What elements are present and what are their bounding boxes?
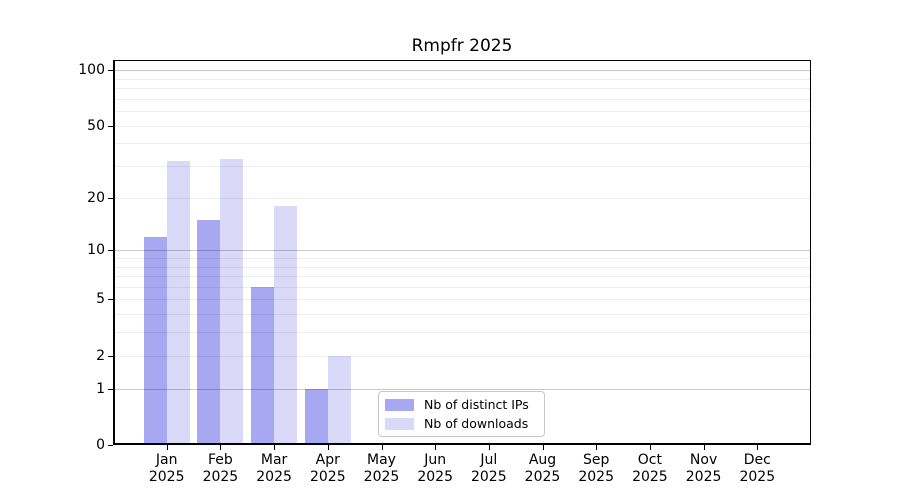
x-tick-jan <box>166 445 168 450</box>
minor-gridline-30 <box>114 166 810 167</box>
x-tick-dec <box>757 445 759 450</box>
minor-gridline-80 <box>114 87 810 89</box>
minor-gridline-4 <box>114 314 810 316</box>
y-label-1: 1 <box>96 380 105 397</box>
major-gridline-1 <box>114 388 810 390</box>
y-tick-50 <box>108 125 113 127</box>
x-label-jun: Jun 2025 <box>417 452 453 485</box>
y-label-20: 20 <box>87 189 105 206</box>
bar-mar-downloads <box>274 205 298 445</box>
y-label-100: 100 <box>78 62 105 78</box>
y-label-50: 50 <box>87 117 105 134</box>
x-tick-apr <box>327 445 329 450</box>
major-gridline-100 <box>114 70 810 71</box>
x-label-aug: Aug 2025 <box>524 452 561 485</box>
x-tick-aug <box>542 445 544 450</box>
bar-apr-distinct-ips <box>304 388 328 445</box>
x-label-jul: Jul 2025 <box>470 452 507 485</box>
y-label-2: 2 <box>96 347 105 364</box>
legend-item-distinct-ips: Nb of distinct IPs <box>385 397 544 412</box>
legend-label-downloads: Nb of downloads <box>424 416 529 431</box>
bar-apr-downloads <box>327 355 351 445</box>
y-tick-0 <box>108 445 113 446</box>
x-tick-oct <box>649 445 651 450</box>
x-label-oct: Oct 2025 <box>632 452 668 485</box>
y-label-0: 0 <box>96 437 105 453</box>
legend-label-distinct-ips: Nb of distinct IPs <box>424 397 529 412</box>
major-gridline-10 <box>114 250 810 252</box>
y-label-5: 5 <box>96 291 105 308</box>
x-tick-nov <box>703 445 705 450</box>
minor-gridline-9 <box>114 257 810 259</box>
y-label-10: 10 <box>87 242 105 259</box>
x-tick-feb <box>220 445 222 450</box>
x-tick-jul <box>488 445 490 450</box>
minor-gridline-6 <box>114 286 810 288</box>
x-label-sep: Sep 2025 <box>578 452 614 485</box>
x-label-mar: Mar 2025 <box>256 452 292 485</box>
y-tick-5 <box>108 299 113 301</box>
x-label-dec: Dec 2025 <box>739 452 776 485</box>
minor-gridline-40 <box>114 143 810 145</box>
y-tick-1 <box>108 388 113 390</box>
legend: Nb of distinct IPs Nb of downloads <box>378 391 545 437</box>
y-tick-2 <box>108 355 113 357</box>
x-tick-may <box>381 445 383 450</box>
x-tick-sep <box>596 445 598 450</box>
bar-mar-distinct-ips <box>251 286 275 445</box>
x-tick-jun <box>435 445 437 450</box>
y-tick-100 <box>108 70 113 71</box>
legend-item-downloads: Nb of downloads <box>385 416 544 431</box>
minor-gridline-90 <box>114 78 810 80</box>
minor-gridline-70 <box>114 98 810 100</box>
minor-gridline-7 <box>114 276 810 277</box>
x-tick-mar <box>274 445 276 450</box>
bar-feb-downloads <box>220 158 244 445</box>
bar-jan-downloads <box>166 160 190 445</box>
minor-gridline-60 <box>114 111 810 112</box>
x-label-jan: Jan 2025 <box>148 452 185 485</box>
y-tick-10 <box>108 250 113 252</box>
minor-gridline-3 <box>114 332 810 334</box>
chart-title: Rmpfr 2025 <box>411 36 513 56</box>
y-tick-20 <box>108 197 113 199</box>
x-label-nov: Nov 2025 <box>685 452 722 485</box>
minor-gridline-8 <box>114 266 810 268</box>
x-label-may: May 2025 <box>363 452 400 485</box>
legend-swatch-downloads <box>385 417 414 430</box>
x-label-feb: Feb 2025 <box>202 452 239 485</box>
bar-jan-distinct-ips <box>143 236 167 445</box>
minor-gridline-2 <box>114 355 810 357</box>
minor-gridline-20 <box>114 197 810 199</box>
minor-gridline-5 <box>114 299 810 301</box>
minor-gridline-50 <box>114 125 810 127</box>
legend-swatch-distinct-ips <box>385 398 414 411</box>
x-label-apr: Apr 2025 <box>309 452 346 485</box>
